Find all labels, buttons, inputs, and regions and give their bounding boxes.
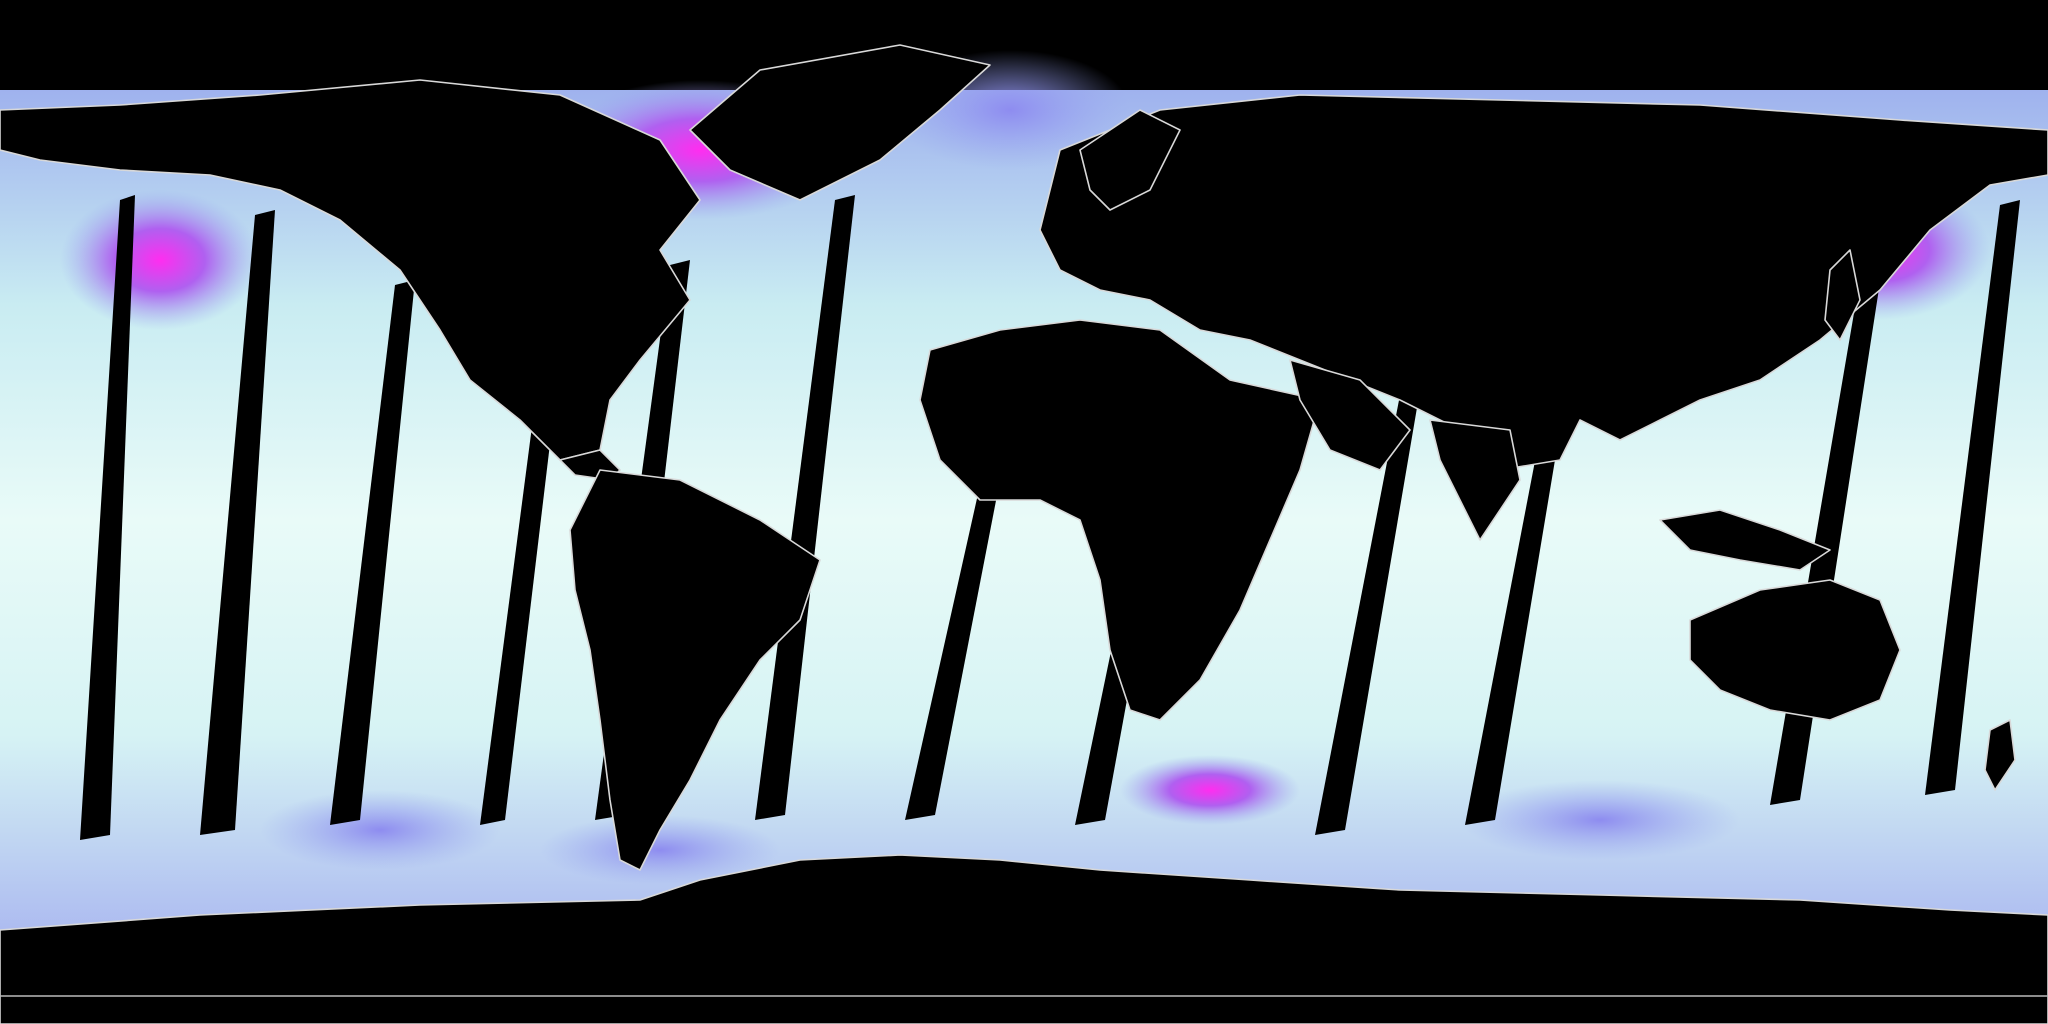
- arabia: [1289, 359, 1411, 471]
- new-zealand: [1984, 719, 2016, 791]
- maritime-asia: [1659, 509, 1831, 571]
- eurasia: [1039, 94, 2048, 471]
- greenland: [689, 44, 991, 201]
- scandinavia: [1079, 109, 1181, 211]
- orbit-gaps: [80, 185, 2020, 840]
- land-masses: [0, 44, 2048, 1024]
- japan: [1824, 249, 1861, 341]
- africa: [919, 319, 1321, 721]
- antarctica: [0, 854, 2048, 1024]
- india: [1429, 419, 1521, 541]
- australia: [1689, 579, 1901, 721]
- south-america: [569, 469, 821, 871]
